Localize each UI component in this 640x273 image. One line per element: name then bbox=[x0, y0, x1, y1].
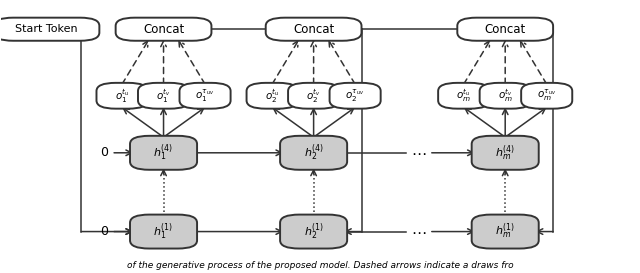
Text: 0: 0 bbox=[100, 225, 108, 238]
Text: $o_1^{t_u}$: $o_1^{t_u}$ bbox=[115, 87, 129, 105]
Text: $\cdots$: $\cdots$ bbox=[412, 145, 427, 160]
Text: $h_m^{(4)}$: $h_m^{(4)}$ bbox=[495, 143, 515, 163]
Text: $o_m^{t_v}$: $o_m^{t_v}$ bbox=[498, 87, 513, 104]
Text: Concat: Concat bbox=[484, 23, 526, 36]
Text: $o_2^{t_u}$: $o_2^{t_u}$ bbox=[265, 87, 280, 105]
Text: $o_2^{t_v}$: $o_2^{t_v}$ bbox=[306, 87, 321, 105]
FancyBboxPatch shape bbox=[116, 18, 211, 41]
Text: $h_1^{(4)}$: $h_1^{(4)}$ bbox=[154, 143, 173, 163]
FancyBboxPatch shape bbox=[479, 83, 531, 109]
Text: Concat: Concat bbox=[293, 23, 334, 36]
FancyBboxPatch shape bbox=[179, 83, 230, 109]
FancyBboxPatch shape bbox=[138, 83, 189, 109]
FancyBboxPatch shape bbox=[97, 83, 148, 109]
FancyBboxPatch shape bbox=[130, 136, 197, 170]
Text: $o_m^{t_u}$: $o_m^{t_u}$ bbox=[456, 87, 471, 104]
Text: Concat: Concat bbox=[143, 23, 184, 36]
Text: 0: 0 bbox=[100, 146, 108, 159]
FancyBboxPatch shape bbox=[130, 215, 197, 248]
Text: Start Token: Start Token bbox=[15, 24, 78, 34]
FancyBboxPatch shape bbox=[280, 215, 347, 248]
Text: $h_2^{(4)}$: $h_2^{(4)}$ bbox=[303, 143, 324, 163]
Text: $o_1^{\tau_{uv}}$: $o_1^{\tau_{uv}}$ bbox=[195, 88, 215, 104]
FancyBboxPatch shape bbox=[266, 18, 362, 41]
FancyBboxPatch shape bbox=[280, 136, 347, 170]
Text: $\cdots$: $\cdots$ bbox=[412, 224, 427, 239]
FancyBboxPatch shape bbox=[0, 18, 99, 41]
FancyBboxPatch shape bbox=[472, 215, 539, 248]
Text: $h_m^{(1)}$: $h_m^{(1)}$ bbox=[495, 222, 515, 241]
Text: $o_m^{\tau_{uv}}$: $o_m^{\tau_{uv}}$ bbox=[537, 88, 556, 103]
FancyBboxPatch shape bbox=[288, 83, 339, 109]
FancyBboxPatch shape bbox=[330, 83, 381, 109]
FancyBboxPatch shape bbox=[438, 83, 489, 109]
Text: $o_1^{t_v}$: $o_1^{t_v}$ bbox=[156, 87, 171, 105]
Text: $h_2^{(1)}$: $h_2^{(1)}$ bbox=[303, 221, 324, 242]
Text: of the generative process of the proposed model. Dashed arrows indicate a draws : of the generative process of the propose… bbox=[127, 261, 513, 270]
Text: $o_2^{\tau_{uv}}$: $o_2^{\tau_{uv}}$ bbox=[346, 88, 365, 104]
FancyBboxPatch shape bbox=[246, 83, 298, 109]
FancyBboxPatch shape bbox=[521, 83, 572, 109]
FancyBboxPatch shape bbox=[472, 136, 539, 170]
Text: $h_1^{(1)}$: $h_1^{(1)}$ bbox=[154, 221, 173, 242]
FancyBboxPatch shape bbox=[458, 18, 553, 41]
